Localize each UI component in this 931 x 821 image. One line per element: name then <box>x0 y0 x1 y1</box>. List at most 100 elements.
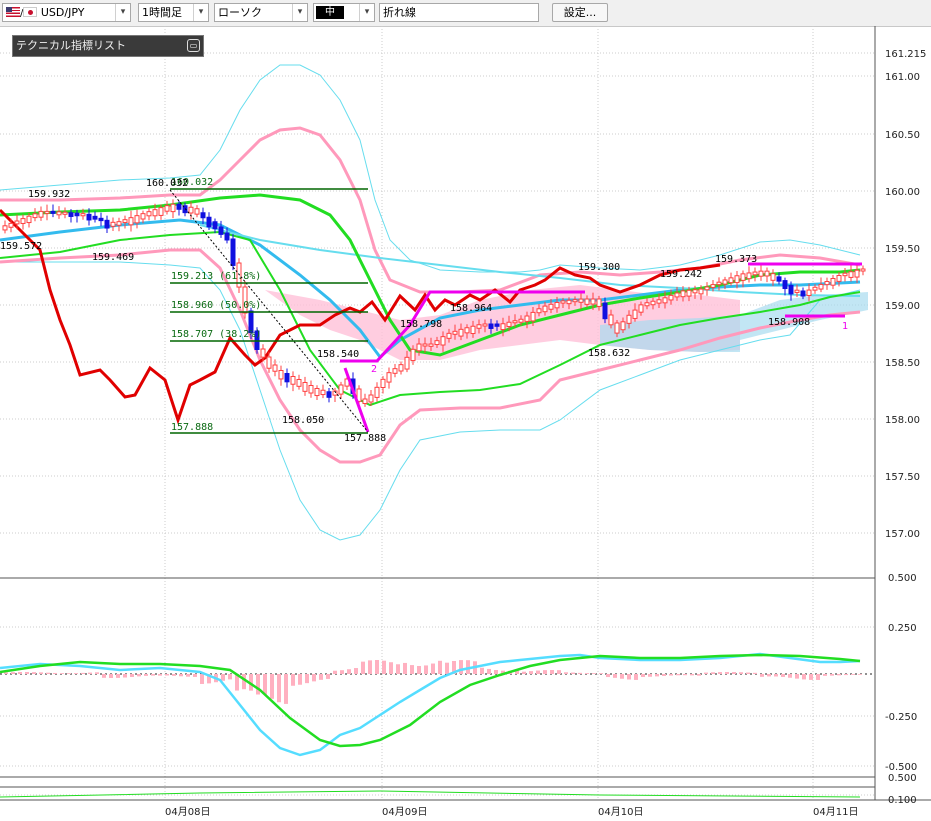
macd-hist-bar <box>95 672 99 674</box>
macd-hist-bar <box>109 674 113 678</box>
bb-lower-cyan <box>0 261 861 541</box>
candle-body <box>488 323 494 329</box>
candle-body <box>272 364 278 372</box>
price-annotation: 159.242 <box>660 269 702 280</box>
macd-hist-bar <box>347 669 351 674</box>
chart-style-select[interactable]: ローソク ▾ <box>214 3 308 22</box>
candle-body <box>746 272 752 280</box>
candle-body <box>128 217 134 226</box>
cloud-blue <box>600 292 868 352</box>
macd-hist-bar <box>221 674 225 681</box>
candle-body <box>428 343 434 347</box>
timeframe-select[interactable]: 1時間足 ▾ <box>138 3 209 22</box>
candle-body <box>224 232 230 241</box>
macd-hist-bar <box>277 674 281 703</box>
macd-hist-bar <box>235 674 239 691</box>
chevron-down-icon[interactable]: ▾ <box>115 4 130 21</box>
price-annotation: 158.964 <box>450 303 492 314</box>
zigzag-line <box>340 290 585 363</box>
indicator-list-panel[interactable]: テクニカル指標リスト ▭ <box>12 35 204 57</box>
candle-body <box>716 281 722 286</box>
macd-hist-bar <box>788 674 792 678</box>
candle-body <box>764 270 770 277</box>
line-size-select[interactable]: 中 ▾ <box>313 3 375 22</box>
candle-body <box>626 314 632 324</box>
candle-body <box>452 330 458 335</box>
candle-body <box>554 302 560 309</box>
macd-hist-bar <box>46 672 50 674</box>
candle-body <box>794 289 800 293</box>
macd-hist-bar <box>851 674 855 675</box>
macd-hist-bar <box>809 674 813 680</box>
collapse-icon[interactable]: ▭ <box>187 39 200 52</box>
candle-body <box>32 213 38 219</box>
line-type-field[interactable]: 折れ線 <box>379 3 539 22</box>
grid-lines <box>0 26 875 800</box>
macd-hist-bar <box>578 672 582 674</box>
candle-body <box>860 268 866 272</box>
candle-body <box>146 211 152 217</box>
candle-body <box>254 330 260 350</box>
time-axis: 04月08日 04月09日 04月10日 04月11日 <box>165 806 858 818</box>
candle-body <box>338 384 344 395</box>
macd-hist-bar <box>445 662 449 674</box>
candle-body <box>38 210 44 218</box>
macd-hist-bar <box>403 662 407 674</box>
candle-body <box>644 302 650 307</box>
price-chart[interactable]: 159.213 (61.8%) 158.960 (50.0%) 158.707 … <box>0 26 931 821</box>
candle-body <box>242 286 248 314</box>
jp-flag-icon <box>23 7 38 17</box>
macd-hist-bar <box>690 674 694 676</box>
axis-date: 04月08日 <box>165 806 210 818</box>
price-annotation: 158.908 <box>768 317 810 328</box>
macd-hist-bar <box>718 672 722 674</box>
chevron-down-icon[interactable]: ▾ <box>359 4 374 21</box>
candle-body <box>632 309 638 319</box>
macd-hist-bar <box>186 674 190 677</box>
macd-hist-bar <box>648 674 652 677</box>
candle-body <box>812 286 818 291</box>
macd-hist-bar <box>410 665 414 674</box>
symbol-select[interactable]: / USD/JPY ▾ <box>2 3 131 22</box>
macd-hist-bar <box>662 674 666 676</box>
candle-body <box>320 389 326 396</box>
macd-hist-bar <box>529 671 533 674</box>
macd-hist-bar <box>739 672 743 674</box>
candle-body <box>152 209 158 217</box>
line-type-label: 折れ線 <box>383 6 416 19</box>
macd-hist-bar <box>151 674 155 676</box>
candle-body <box>704 286 710 291</box>
candle-body <box>374 386 380 398</box>
candle-body <box>590 298 596 305</box>
candle-body <box>416 343 422 352</box>
macd-hist-bar <box>242 674 246 690</box>
candle-body <box>182 205 188 214</box>
candle-body <box>518 318 524 323</box>
chevron-down-icon[interactable]: ▾ <box>292 4 307 21</box>
macd-hist-bar <box>655 674 659 677</box>
settings-button[interactable]: 設定... <box>552 3 608 22</box>
fibonacci-levels <box>170 188 368 434</box>
fib-label-low: 157.888 <box>171 422 213 433</box>
candle-body <box>212 221 218 230</box>
macd-hist-bar <box>123 674 127 678</box>
candle-body <box>140 213 146 220</box>
macd-hist-bar <box>32 672 36 674</box>
candle-body <box>122 219 128 223</box>
macd-hist-bar <box>634 674 638 680</box>
candle-body <box>26 215 32 224</box>
axis-tick: 159.00 <box>885 301 920 312</box>
axis-tick: 161.00 <box>885 72 920 83</box>
chevron-down-icon[interactable]: ▾ <box>193 4 208 21</box>
candle-body <box>680 290 686 298</box>
macd-hist-bar <box>802 674 806 680</box>
candle-body <box>158 207 164 216</box>
candle-body <box>278 370 284 380</box>
macd-hist-bar <box>732 672 736 674</box>
chart-style-label: ローソク <box>218 6 262 19</box>
macd-hist-bar <box>144 674 148 676</box>
candle-body <box>98 217 104 222</box>
fib-diagonal <box>169 189 369 433</box>
candle-body <box>464 327 470 334</box>
candle-body <box>74 212 80 217</box>
